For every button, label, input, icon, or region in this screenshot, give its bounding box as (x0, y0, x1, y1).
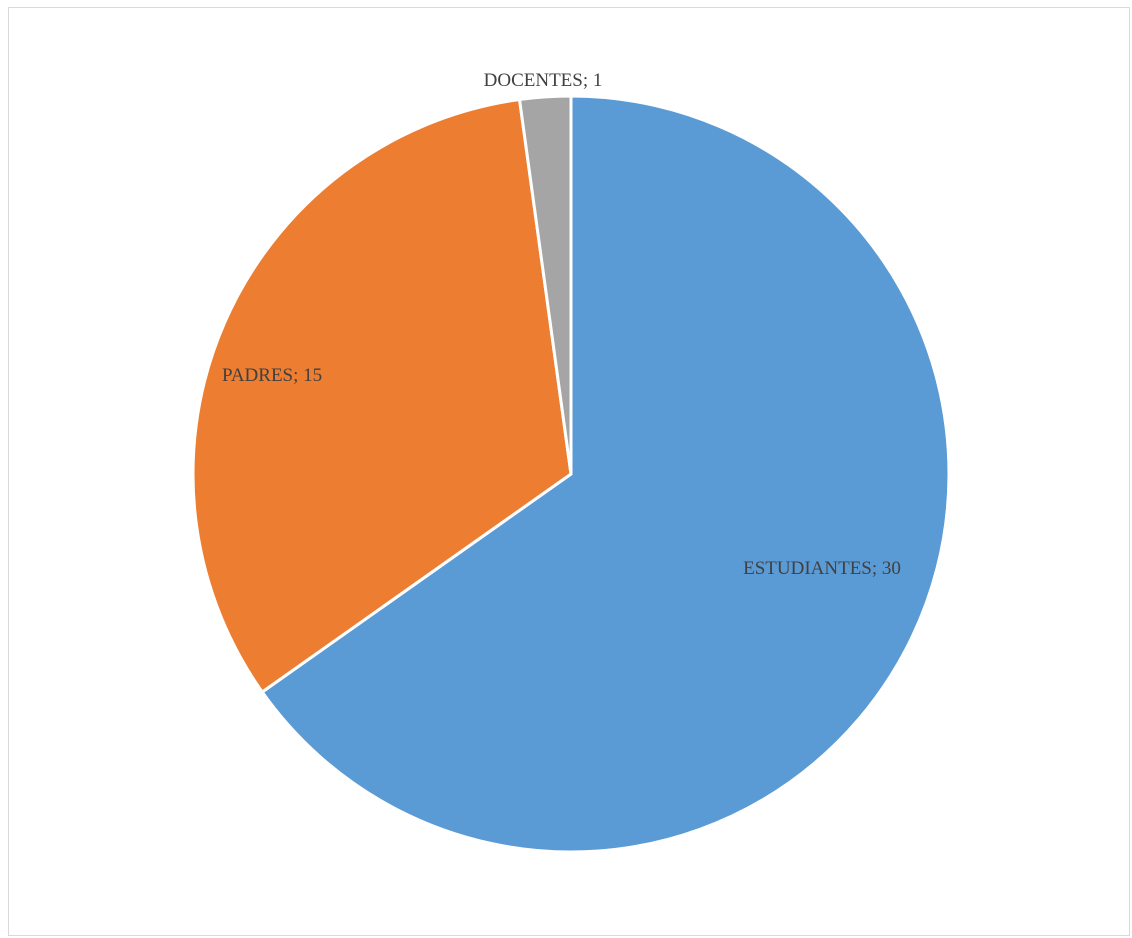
pie-slices (191, 94, 951, 854)
pie-slice-padres (191, 98, 573, 694)
pie-slice-docentes (518, 94, 573, 476)
data-label-docentes: DOCENTES; 1 (484, 70, 603, 91)
pie-labels: ESTUDIANTES; 30 PADRES; 15 DOCENTES; 1 (222, 70, 901, 579)
data-label-padres: PADRES; 15 (222, 365, 322, 386)
pie-slice-estudiantes (260, 94, 951, 854)
data-label-estudiantes: ESTUDIANTES; 30 (743, 558, 901, 579)
